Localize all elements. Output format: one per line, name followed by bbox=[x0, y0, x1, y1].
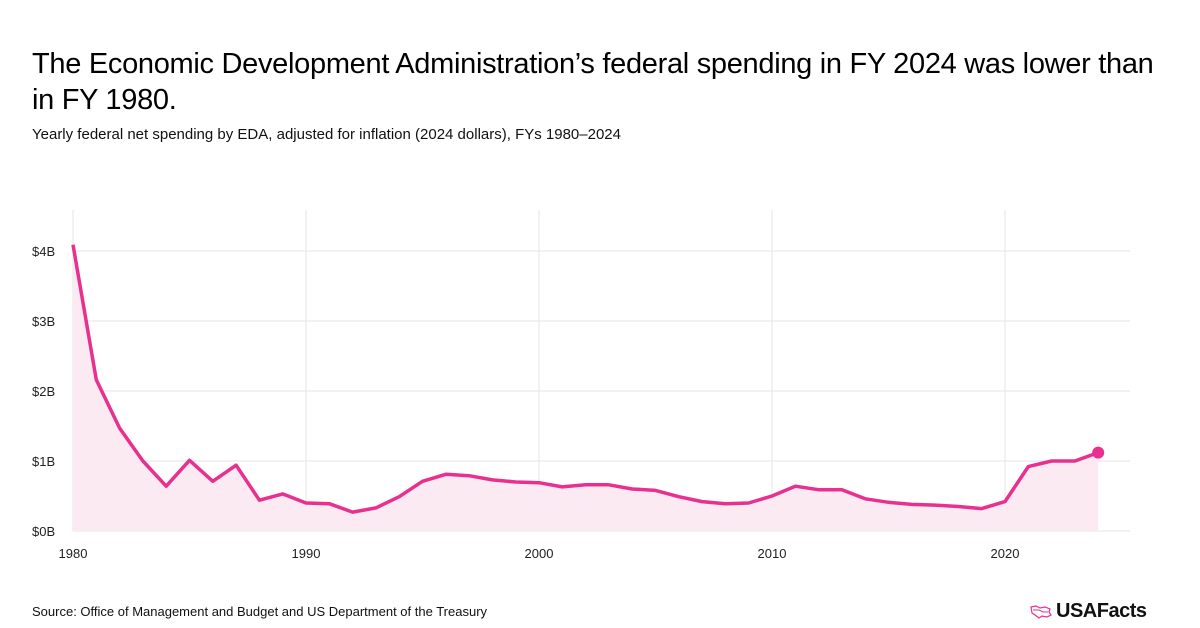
area-fill bbox=[73, 244, 1099, 531]
chart-subtitle: Yearly federal net spending by EDA, adju… bbox=[32, 126, 621, 143]
y-tick-label: $3B bbox=[32, 314, 55, 329]
x-tick-label: 1980 bbox=[59, 546, 88, 561]
y-tick-label: $0B bbox=[32, 524, 55, 539]
y-tick-label: $4B bbox=[32, 244, 55, 259]
y-axis: $0B $1B $2B $3B $4B bbox=[32, 244, 55, 539]
y-tick-label: $1B bbox=[32, 454, 55, 469]
x-tick-label: 2020 bbox=[991, 546, 1020, 561]
usa-map-icon bbox=[1030, 604, 1052, 619]
y-tick-label: $2B bbox=[32, 384, 55, 399]
x-tick-label: 2000 bbox=[525, 546, 554, 561]
series-line bbox=[71, 244, 1099, 514]
last-point-marker bbox=[1092, 446, 1105, 459]
logo-text: USAFacts bbox=[1056, 600, 1147, 622]
x-tick-label: 2010 bbox=[758, 546, 787, 561]
chart-title: The Economic Development Administration’… bbox=[32, 48, 1154, 116]
x-axis: 1980 1990 2000 2010 2020 bbox=[59, 546, 1020, 561]
usafacts-logo: USAFacts bbox=[1030, 600, 1147, 623]
x-tick-label: 1990 bbox=[292, 546, 321, 561]
source-note: Source: Office of Management and Budget … bbox=[32, 604, 488, 619]
